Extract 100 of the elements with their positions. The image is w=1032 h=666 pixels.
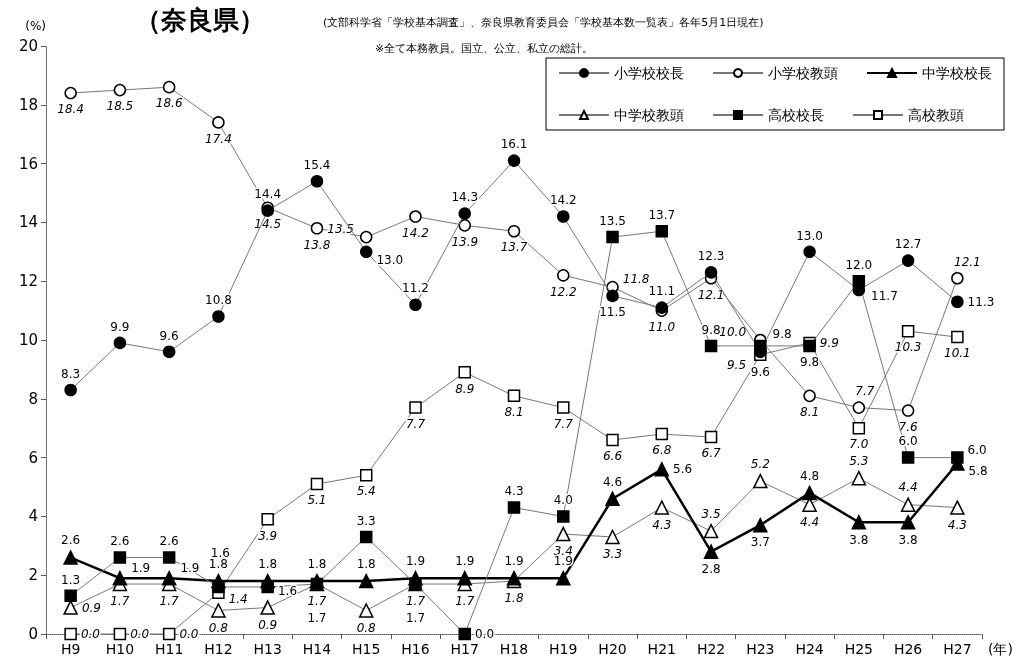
data-label: 7.6 xyxy=(898,419,919,434)
x-tick-label: H14 xyxy=(302,641,332,657)
data-label: 4.3 xyxy=(504,484,524,499)
data-label: 4.4 xyxy=(898,480,918,495)
data-label: 2.8 xyxy=(701,561,721,576)
data-label: 0.9 xyxy=(258,617,278,632)
x-tick-label: H25 xyxy=(844,641,874,657)
data-label: 12.1 xyxy=(697,287,725,302)
chart-subtitle: (文部科学省「学校基本調査」、奈良県教育委員会「学校基本数一覧表」各年5月1日現在) xyxy=(323,16,764,29)
data-label: 13.0 xyxy=(796,228,823,243)
data-label: 3.8 xyxy=(849,532,869,547)
data-label: 9.8 xyxy=(800,355,820,370)
annotation: ※全て本務教員。国立、公立、私立の総計。 xyxy=(375,42,594,55)
data-label: 1.8 xyxy=(307,556,327,571)
data-label: 5.2 xyxy=(750,456,770,471)
data-label: 1.7 xyxy=(110,594,130,609)
data-label: 14.2 xyxy=(402,225,429,240)
data-label: 1.7 xyxy=(455,594,475,609)
data-label: 18.6 xyxy=(155,96,183,111)
data-label: 9.9 xyxy=(110,319,130,334)
data-label: 18.4 xyxy=(57,102,84,117)
y-tick-label: 20 xyxy=(18,37,38,55)
data-label: 10.8 xyxy=(205,293,232,308)
chart-title: （奈良県） xyxy=(135,5,265,35)
data-label: 6.7 xyxy=(701,446,721,461)
y-tick-label: 6 xyxy=(28,448,38,467)
data-label: 1.7 xyxy=(405,611,426,626)
data-label: 1.7 xyxy=(159,594,180,609)
x-tick-label: H11 xyxy=(154,641,184,657)
x-axis-title: (年) xyxy=(988,641,1013,657)
data-label: 3.8 xyxy=(898,532,918,547)
data-label: 16.1 xyxy=(500,137,528,152)
data-label: 1.8 xyxy=(356,556,376,571)
x-tick-label: H21 xyxy=(647,641,676,657)
data-label: 0.9 xyxy=(81,600,101,615)
legend-label: 中学校教頭 xyxy=(614,107,684,123)
data-label: 11.5 xyxy=(599,305,626,320)
y-tick-label: 2 xyxy=(28,566,38,585)
data-label: 9.5 xyxy=(726,357,747,372)
data-label: 1.7 xyxy=(307,611,327,626)
data-label: 1.3 xyxy=(61,572,81,587)
data-label: 14.5 xyxy=(254,216,282,231)
x-tick-label: H24 xyxy=(795,641,824,657)
y-tick-label: 14 xyxy=(18,213,38,232)
data-label: 10.3 xyxy=(894,340,922,355)
data-label: 2.6 xyxy=(61,533,81,548)
data-label: 11.0 xyxy=(648,319,676,334)
x-tick-label: H15 xyxy=(352,641,381,657)
data-label: 13.9 xyxy=(451,234,479,249)
data-label: 1.4 xyxy=(228,591,248,606)
data-label: 9.6 xyxy=(159,328,179,343)
data-label: 17.4 xyxy=(205,131,232,146)
data-label: 2.6 xyxy=(110,534,130,549)
y-tick-label: 8 xyxy=(28,389,38,408)
data-label: 12.0 xyxy=(845,257,873,272)
data-label: 0.0 xyxy=(80,627,101,641)
data-label: 8.1 xyxy=(504,405,524,420)
data-label: 11.7 xyxy=(871,289,898,304)
x-tick-label: H13 xyxy=(253,641,282,657)
y-axis-title: (%) xyxy=(25,19,46,33)
data-label: 14.4 xyxy=(254,187,282,202)
data-label: 12.3 xyxy=(697,249,725,264)
data-label: 5.8 xyxy=(968,464,988,479)
y-tick-label: 4 xyxy=(28,507,38,526)
data-label: 18.5 xyxy=(106,99,134,114)
data-label: 0.0 xyxy=(130,627,150,641)
y-tick-label: 18 xyxy=(18,95,38,114)
x-tick-label: H16 xyxy=(401,641,430,657)
x-tick-label: H20 xyxy=(598,641,627,657)
y-tick-label: 0 xyxy=(28,625,38,643)
data-label: 9.9 xyxy=(819,335,839,350)
data-label: 6.0 xyxy=(898,434,918,449)
data-label: 3.9 xyxy=(258,528,278,543)
data-label: 0.0 xyxy=(179,627,199,641)
data-label: 6.8 xyxy=(652,443,672,458)
x-tick-label: H10 xyxy=(105,641,135,657)
x-tick-label: H23 xyxy=(746,641,775,657)
data-label: 6.6 xyxy=(602,449,623,464)
data-label: 1.8 xyxy=(258,556,278,571)
data-label: 15.4 xyxy=(303,157,331,172)
x-tick-label: H12 xyxy=(204,641,233,657)
x-tick-label: H17 xyxy=(450,641,479,657)
data-label: 11.3 xyxy=(967,294,995,309)
data-label: 13.0 xyxy=(376,252,404,267)
data-label: 13.5 xyxy=(599,213,626,228)
x-tick-label: H22 xyxy=(696,641,726,657)
y-tick-label: 10 xyxy=(18,331,38,349)
data-label: 1.8 xyxy=(504,591,524,606)
data-label: 14.3 xyxy=(451,190,479,205)
x-tick-label: H26 xyxy=(893,641,923,657)
legend-label: 中学校校長 xyxy=(922,65,992,81)
data-label: 3.3 xyxy=(602,547,623,562)
data-label: 14.2 xyxy=(549,193,577,208)
data-label: 11.2 xyxy=(402,281,429,296)
data-label: 2.6 xyxy=(159,534,179,549)
data-label: 7.7 xyxy=(855,384,875,399)
data-label: 8.1 xyxy=(800,405,820,420)
data-label: 10.0 xyxy=(719,325,747,339)
data-label: 1.6 xyxy=(277,583,298,598)
data-label: 11.8 xyxy=(622,272,650,287)
